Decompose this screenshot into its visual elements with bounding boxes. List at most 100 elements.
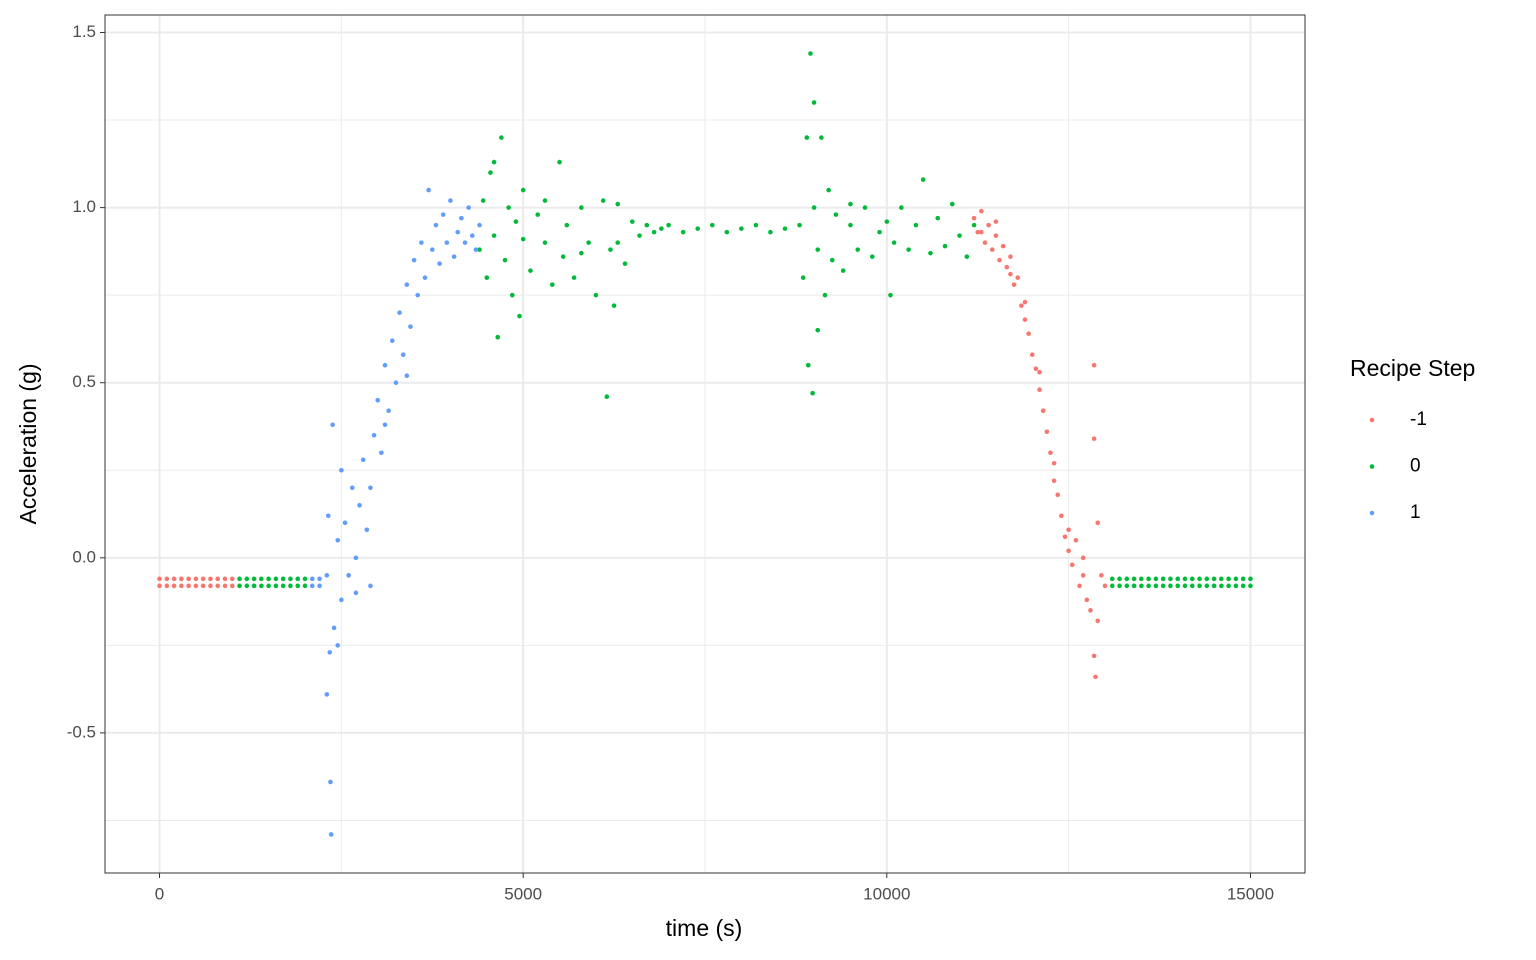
point [1055, 492, 1061, 498]
point [484, 275, 490, 280]
point [884, 219, 890, 224]
point [1233, 583, 1239, 589]
point [360, 457, 366, 463]
point [273, 576, 279, 582]
point [382, 362, 388, 368]
point [404, 282, 410, 287]
point [906, 247, 911, 252]
point [1066, 548, 1071, 554]
point [520, 236, 526, 242]
point [753, 222, 759, 228]
point [1093, 674, 1098, 680]
point [862, 205, 868, 210]
point [695, 226, 701, 231]
point [608, 247, 613, 252]
point [426, 187, 431, 193]
point [1022, 317, 1028, 322]
point [491, 233, 497, 238]
point [473, 247, 479, 252]
point [335, 643, 341, 648]
point [1008, 254, 1013, 259]
point [1109, 583, 1115, 589]
point [200, 583, 206, 589]
point [822, 292, 828, 298]
point [808, 51, 813, 56]
point [520, 187, 526, 193]
legend-label: 0 [1410, 456, 1421, 477]
point [437, 261, 442, 266]
point [819, 135, 824, 140]
point [1168, 583, 1173, 589]
point [342, 520, 348, 526]
point [709, 222, 715, 228]
point [1204, 583, 1210, 589]
point [317, 576, 322, 582]
point [444, 240, 450, 245]
point [157, 583, 162, 589]
point [659, 226, 664, 231]
point [964, 254, 970, 259]
x-tick-label: 0 [155, 884, 164, 903]
point [335, 538, 341, 543]
point [295, 583, 301, 589]
point [280, 583, 286, 589]
point [888, 292, 893, 298]
point [1204, 576, 1210, 582]
point [979, 208, 984, 214]
point [1037, 387, 1042, 393]
point [324, 692, 330, 697]
point [560, 254, 566, 259]
point [509, 292, 515, 298]
point [448, 198, 453, 203]
point [1189, 583, 1195, 589]
point [302, 576, 308, 582]
point [971, 215, 977, 221]
point [1029, 352, 1035, 357]
point [833, 212, 839, 217]
point [942, 243, 948, 249]
point [1233, 576, 1239, 582]
point [157, 576, 162, 582]
point [251, 583, 257, 589]
y-tick-label: 1.5 [72, 22, 96, 41]
point [1124, 583, 1130, 589]
point [1189, 576, 1195, 582]
point [375, 397, 381, 403]
point [564, 222, 570, 228]
point [411, 257, 417, 263]
y-tick-label: 0.0 [72, 547, 96, 566]
point [215, 583, 221, 589]
point [982, 240, 988, 245]
point [800, 275, 806, 280]
point [368, 485, 373, 491]
point [1051, 478, 1057, 484]
point [208, 576, 213, 582]
point [1219, 583, 1224, 589]
point [586, 240, 591, 245]
point [164, 583, 170, 589]
point [1211, 576, 1217, 582]
point [513, 219, 519, 224]
point [469, 233, 475, 238]
point [1073, 538, 1079, 543]
point [877, 229, 882, 235]
point [1109, 576, 1115, 582]
point [542, 198, 548, 203]
point [200, 576, 206, 582]
point [477, 222, 482, 228]
point [1240, 583, 1246, 589]
point [579, 205, 584, 210]
point [1139, 576, 1144, 582]
point [651, 229, 657, 235]
point [179, 576, 184, 582]
point [419, 240, 424, 245]
point [848, 222, 853, 228]
point [528, 268, 533, 273]
point [815, 247, 821, 252]
point [1226, 576, 1231, 582]
point [1240, 576, 1246, 582]
point [1040, 408, 1046, 414]
point [193, 576, 199, 582]
